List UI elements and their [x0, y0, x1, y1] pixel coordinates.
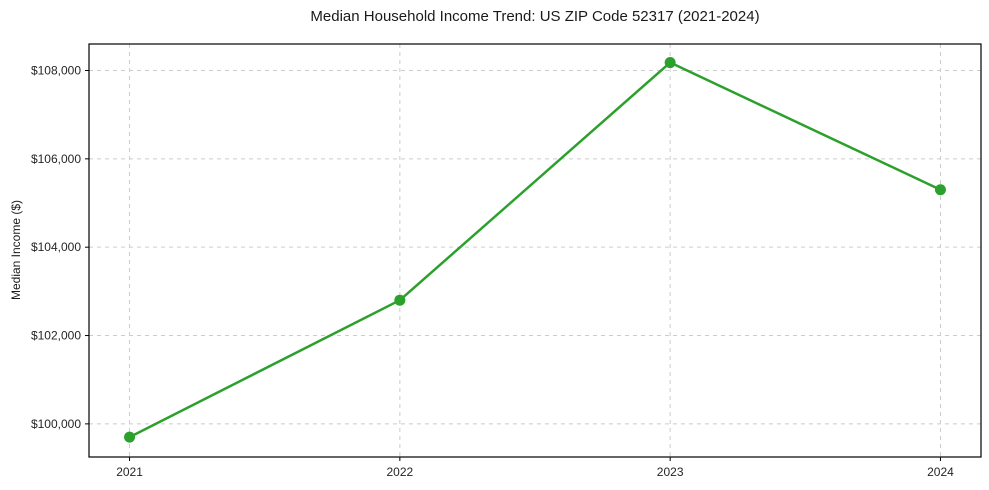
y-tick-label: $102,000 — [31, 329, 81, 343]
income-trend-line — [128, 61, 942, 439]
data-point-marker — [394, 294, 406, 306]
x-tick-label: 2023 — [657, 465, 684, 479]
y-tick-label: $108,000 — [31, 64, 81, 78]
data-point-marker — [934, 184, 946, 196]
x-tick-label: 2024 — [927, 465, 954, 479]
axes-frame — [88, 43, 982, 458]
data-point-marker — [124, 431, 136, 443]
data-point-marker — [664, 57, 676, 69]
x-tick-label: 2021 — [116, 465, 143, 479]
chart-title: Median Household Income Trend: US ZIP Co… — [310, 8, 760, 25]
y-tick-label: $100,000 — [31, 417, 81, 431]
y-tick-label: $106,000 — [31, 152, 81, 166]
y-tick-label: $104,000 — [31, 240, 81, 254]
x-tick-label: 2022 — [386, 465, 413, 479]
